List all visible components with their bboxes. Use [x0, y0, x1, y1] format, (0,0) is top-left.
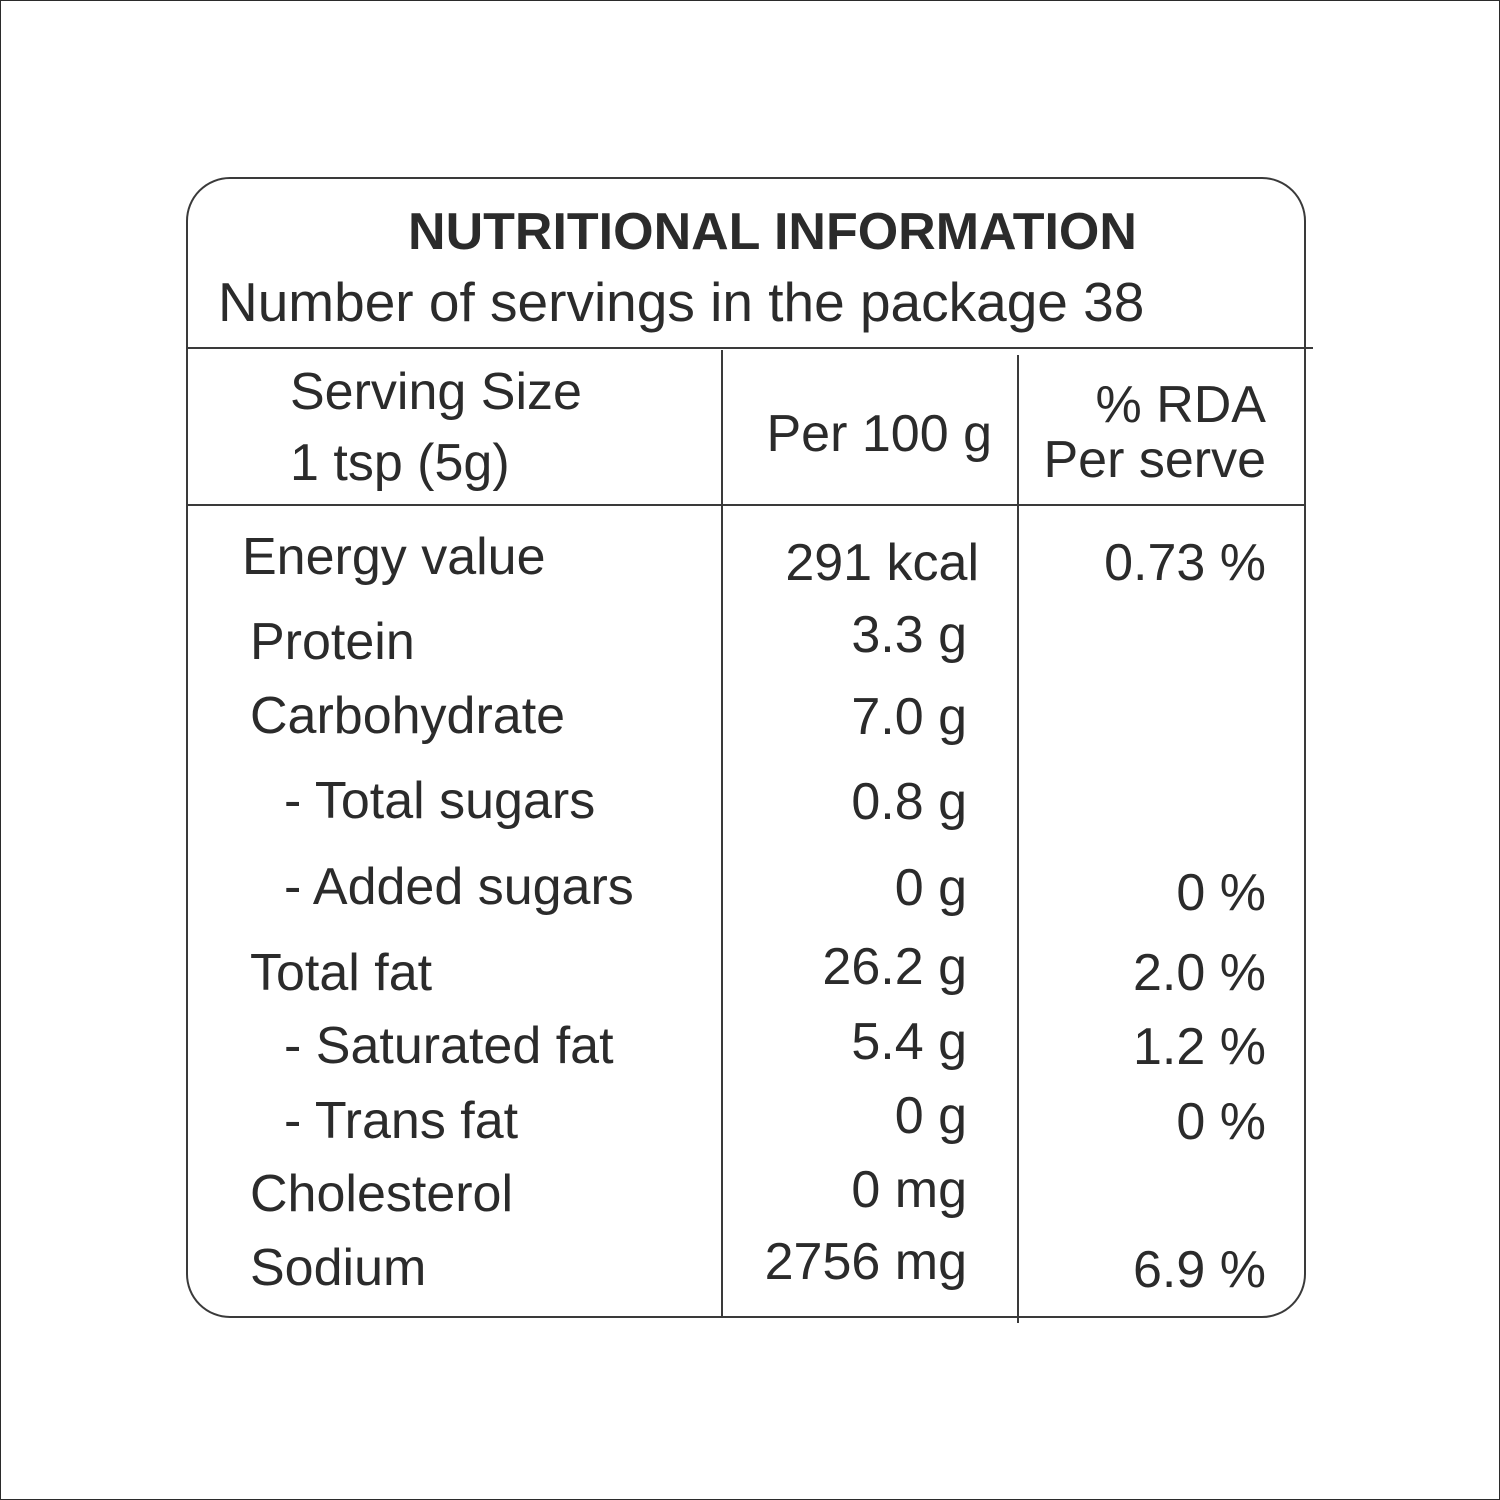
- serving-size-value: 1 tsp (5g): [290, 434, 510, 492]
- nutrient-name: Cholesterol: [250, 1165, 514, 1223]
- nutrient-per100: 291 kcal: [785, 534, 979, 592]
- per-100g-header: Per 100 g: [766, 405, 993, 463]
- nutrient-name: - Total sugars: [284, 772, 596, 830]
- serving-size-label: Serving Size: [290, 363, 582, 421]
- label-title: NUTRITIONAL INFORMATION: [408, 203, 1137, 261]
- header-divider: [188, 504, 1306, 506]
- nutrient-per100: 0 g: [894, 859, 967, 917]
- nutrient-rda: 2.0 %: [1133, 944, 1266, 1002]
- column-divider-2: [1017, 355, 1019, 1323]
- nutrient-per100: 0 mg: [851, 1161, 967, 1219]
- per-serve-header: Per serve: [1043, 431, 1266, 489]
- servings-line: Number of servings in the package 38: [218, 271, 1145, 333]
- nutrient-per100: 2756 mg: [764, 1233, 967, 1291]
- nutrition-panel: [186, 177, 1306, 1318]
- nutrient-rda: 6.9 %: [1133, 1241, 1266, 1299]
- nutrient-name: - Saturated fat: [284, 1017, 614, 1075]
- nutrient-rda: 0 %: [1176, 1093, 1266, 1151]
- rda-header: % RDA: [1095, 376, 1266, 434]
- nutrient-per100: 7.0 g: [851, 688, 967, 746]
- nutrient-name: Energy value: [242, 528, 546, 586]
- nutrient-name: Total fat: [250, 944, 433, 1002]
- nutrient-name: - Trans fat: [284, 1092, 519, 1150]
- nutrient-name: Carbohydrate: [250, 687, 566, 745]
- nutrient-per100: 26.2 g: [822, 938, 967, 996]
- nutrient-per100: 0.8 g: [851, 773, 967, 831]
- nutrient-per100: 5.4 g: [851, 1013, 967, 1071]
- nutrient-name: Sodium: [250, 1239, 427, 1297]
- nutrient-rda: 0 %: [1176, 864, 1266, 922]
- title-divider: [188, 347, 1313, 349]
- nutrient-name: - Added sugars: [284, 858, 634, 916]
- nutrient-rda: 1.2 %: [1133, 1018, 1266, 1076]
- column-divider-1: [721, 350, 723, 1318]
- nutrient-per100: 3.3 g: [851, 606, 967, 664]
- nutrient-name: Protein: [250, 613, 415, 671]
- nutrient-rda: 0.73 %: [1104, 534, 1266, 592]
- nutrient-per100: 0 g: [894, 1087, 967, 1145]
